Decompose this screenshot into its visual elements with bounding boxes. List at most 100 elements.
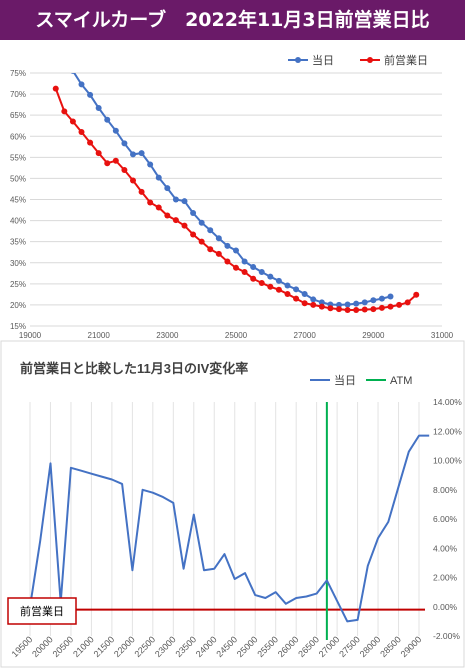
- data-point: [293, 295, 300, 302]
- x-tick-label: 29000: [362, 331, 385, 340]
- y-tick-label: 45%: [10, 196, 26, 205]
- series-today: [70, 73, 394, 308]
- data-point: [61, 108, 68, 115]
- y-tick-label: 40%: [10, 217, 26, 226]
- data-point: [396, 301, 403, 308]
- data-point: [121, 140, 128, 147]
- data-point: [241, 269, 248, 276]
- data-point: [155, 174, 162, 181]
- legend-marker: [367, 57, 373, 63]
- data-point: [181, 198, 188, 205]
- series-prev-day: [52, 85, 420, 313]
- data-point: [224, 242, 231, 249]
- data-point: [112, 127, 119, 134]
- y-tick-label: 55%: [10, 153, 26, 162]
- y-tick-label: 6.00%: [433, 514, 458, 524]
- y-tick-label: 20%: [10, 301, 26, 310]
- data-point: [164, 212, 171, 219]
- iv-change-chart: 前営業日と比較した11月3日のIV変化率19500200002050021000…: [0, 340, 465, 668]
- data-point: [207, 246, 214, 253]
- chart-title: 前営業日と比較した11月3日のIV変化率: [20, 361, 248, 376]
- data-point: [121, 166, 128, 173]
- data-point: [310, 296, 317, 303]
- data-point: [138, 150, 145, 157]
- data-point: [130, 177, 136, 184]
- y-tick-label: 25%: [10, 280, 26, 289]
- data-point: [69, 118, 76, 125]
- data-point: [233, 247, 239, 254]
- data-point: [78, 81, 85, 88]
- data-point: [318, 299, 325, 306]
- data-point: [233, 264, 239, 271]
- data-point: [224, 258, 231, 265]
- data-point: [104, 160, 111, 167]
- y-tick-label: -2.00%: [433, 631, 460, 641]
- y-tick-label: 65%: [10, 111, 26, 120]
- data-point: [52, 85, 59, 92]
- y-tick-label: 4.00%: [433, 543, 458, 553]
- data-point: [164, 185, 171, 192]
- data-point: [336, 301, 342, 308]
- data-point: [78, 129, 85, 136]
- x-tick-label: 25000: [225, 331, 248, 340]
- data-point: [267, 283, 274, 290]
- data-point: [207, 227, 214, 234]
- series-line: [73, 73, 391, 306]
- legend-marker: [295, 57, 301, 63]
- data-point: [198, 219, 205, 226]
- data-point: [336, 306, 342, 313]
- annotation-label: 前営業日: [20, 604, 64, 618]
- series-line-today: [29, 434, 430, 623]
- data-point: [344, 301, 351, 308]
- legend-label: 前営業日: [384, 53, 428, 67]
- x-tick-label: 23000: [156, 331, 179, 340]
- data-point: [95, 150, 102, 157]
- header-title: スマイルカーブ 2022年11月3日前営業日比: [0, 0, 465, 40]
- data-point: [275, 286, 282, 293]
- x-tick-label: 19000: [19, 331, 42, 340]
- data-point: [370, 306, 377, 313]
- data-point: [241, 258, 248, 265]
- data-point: [250, 263, 257, 270]
- y-tick-label: 2.00%: [433, 573, 458, 583]
- data-point: [361, 306, 368, 313]
- x-tick-label: 31000: [431, 331, 454, 340]
- data-point: [327, 305, 334, 312]
- smile-curve-chart: 15% 20% 25% 30% 35% 40% 45% 50% 55% 60% 65% 70% 75% 1…: [10, 53, 454, 340]
- data-point: [258, 269, 265, 276]
- data-point: [190, 231, 197, 238]
- data-point: [155, 204, 162, 211]
- y-tick-label: 14.00%: [433, 397, 462, 407]
- data-point: [284, 290, 291, 297]
- x-tick-label: 21000: [88, 331, 111, 340]
- y-tick-label: 70%: [10, 90, 26, 99]
- data-point: [190, 209, 197, 216]
- x-tick-label: 27000: [294, 331, 317, 340]
- data-point: [361, 299, 368, 306]
- data-point: [275, 277, 282, 284]
- data-point: [198, 238, 205, 245]
- y-tick-label: 60%: [10, 132, 26, 141]
- y-tick-label: 30%: [10, 259, 26, 268]
- data-point: [172, 217, 179, 224]
- data-point: [215, 235, 222, 242]
- data-point: [370, 297, 377, 304]
- y-tick-label: 35%: [10, 238, 26, 247]
- y-tick-label: 12.00%: [433, 426, 462, 436]
- data-point: [95, 104, 102, 111]
- y-tick-label: 0.00%: [433, 602, 458, 612]
- data-point: [87, 139, 94, 146]
- y-tick-label: 50%: [10, 174, 26, 183]
- data-point: [353, 306, 360, 313]
- legend-label: 当日: [334, 373, 356, 387]
- data-point: [172, 196, 179, 203]
- data-point: [250, 275, 257, 282]
- data-point: [293, 286, 300, 293]
- data-point: [181, 222, 188, 229]
- y-tick-label: 10.00%: [433, 456, 462, 466]
- data-point: [130, 151, 136, 158]
- data-point: [301, 290, 308, 297]
- data-point: [215, 250, 222, 257]
- data-point: [87, 91, 94, 98]
- y-tick-label: 8.00%: [433, 485, 458, 495]
